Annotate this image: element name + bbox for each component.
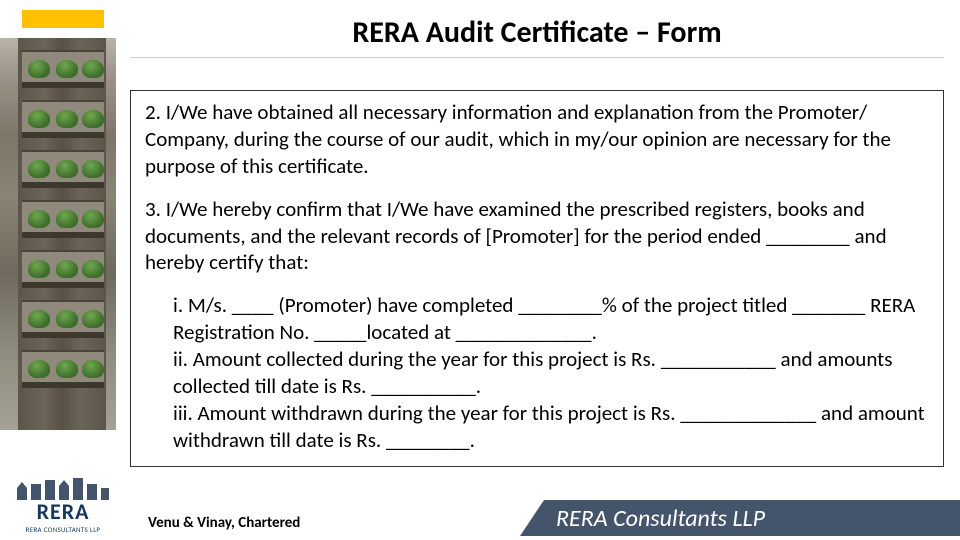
logo-text: RERA (8, 498, 118, 525)
logo: RERA RERA CONSULTANTS LLP (8, 470, 118, 534)
logo-subtext: RERA CONSULTANTS LLP (8, 525, 118, 534)
skyline-icon (13, 470, 113, 500)
clause-2: 2. I/We have obtained all necessary info… (145, 99, 929, 180)
certificate-body: 2. I/We have obtained all necessary info… (130, 90, 944, 467)
clause-3: 3. I/We hereby confirm that I/We have ex… (145, 196, 929, 277)
clause-3-ii: ii. Amount collected during the year for… (173, 346, 929, 400)
clause-3-iii: iii. Amount withdrawn during the year fo… (173, 400, 929, 454)
sidebar-building-image (0, 38, 116, 430)
footer-author: Venu & Vinay, Chartered (148, 514, 300, 532)
accent-bar (22, 10, 104, 28)
clause-3-i: i. M/s. ____ (Promoter) have completed _… (173, 292, 929, 346)
page-title: RERA Audit Certificate – Form (130, 14, 944, 58)
footer-banner: RERA Consultants LLP (520, 500, 960, 536)
